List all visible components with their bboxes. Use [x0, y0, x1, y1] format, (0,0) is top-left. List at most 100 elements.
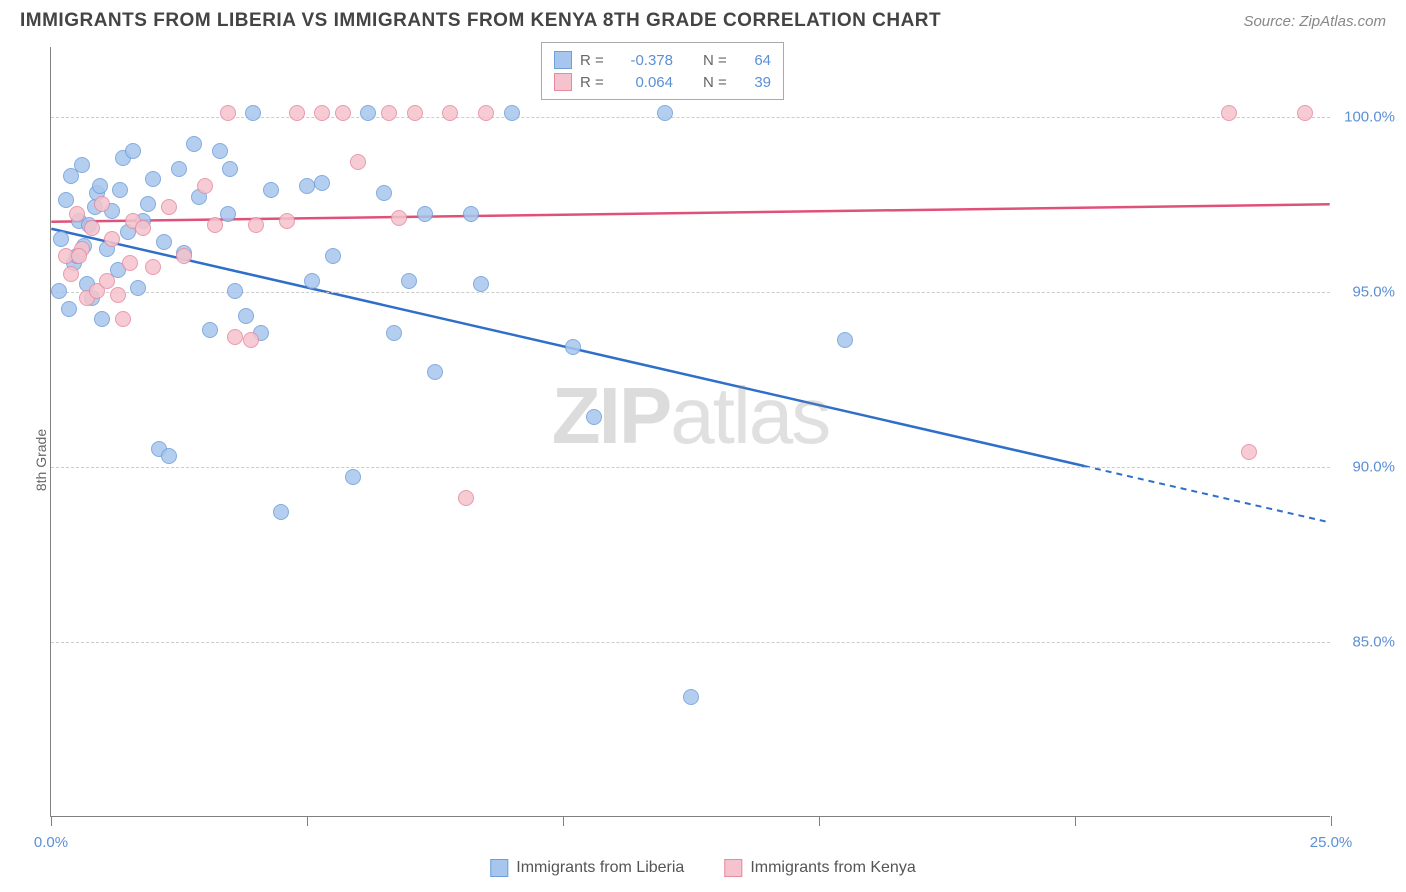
- x-tick: [563, 816, 564, 826]
- chart-title: IMMIGRANTS FROM LIBERIA VS IMMIGRANTS FR…: [20, 10, 941, 32]
- data-point: [202, 322, 218, 338]
- y-tick-label: 90.0%: [1352, 459, 1395, 476]
- data-point: [245, 105, 261, 121]
- data-point: [1221, 105, 1237, 121]
- data-point: [145, 259, 161, 275]
- trend-line: [51, 204, 1329, 221]
- x-tick: [1075, 816, 1076, 826]
- y-tick-label: 100.0%: [1344, 109, 1395, 126]
- data-point: [222, 161, 238, 177]
- data-point: [263, 182, 279, 198]
- data-point: [227, 283, 243, 299]
- data-point: [248, 217, 264, 233]
- data-point: [61, 301, 77, 317]
- legend-swatch: [490, 859, 508, 877]
- data-point: [376, 185, 392, 201]
- data-point: [92, 178, 108, 194]
- y-tick-label: 85.0%: [1352, 634, 1395, 651]
- data-point: [104, 231, 120, 247]
- legend-label: Immigrants from Liberia: [516, 859, 684, 877]
- legend-item: Immigrants from Kenya: [724, 859, 915, 877]
- data-point: [74, 157, 90, 173]
- data-point: [386, 325, 402, 341]
- data-point: [122, 255, 138, 271]
- x-tick: [1331, 816, 1332, 826]
- legend-swatch: [554, 73, 572, 91]
- data-point: [586, 409, 602, 425]
- data-point: [442, 105, 458, 121]
- chart-container: 8th Grade ZIPatlas R = -0.378 N = 64R = 0.06…: [0, 37, 1406, 882]
- legend-item: Immigrants from Liberia: [490, 859, 684, 877]
- data-point: [345, 469, 361, 485]
- data-point: [837, 332, 853, 348]
- gridline: [51, 117, 1330, 118]
- x-tick: [51, 816, 52, 826]
- data-point: [504, 105, 520, 121]
- data-point: [463, 206, 479, 222]
- data-point: [417, 206, 433, 222]
- n-value: 64: [741, 52, 771, 69]
- data-point: [197, 178, 213, 194]
- plot-area: ZIPatlas R =-0.378N =64R =0.064N =39 85.…: [50, 47, 1330, 817]
- data-point: [99, 273, 115, 289]
- data-point: [565, 339, 581, 355]
- data-point: [314, 175, 330, 191]
- gridline: [51, 467, 1330, 468]
- data-point: [161, 199, 177, 215]
- legend-label: Immigrants from Kenya: [750, 859, 915, 877]
- data-point: [279, 213, 295, 229]
- r-value: -0.378: [618, 52, 673, 69]
- watermark-atlas: atlas: [670, 371, 829, 460]
- data-point: [314, 105, 330, 121]
- data-point: [1241, 444, 1257, 460]
- y-tick-label: 95.0%: [1352, 284, 1395, 301]
- x-tick: [307, 816, 308, 826]
- data-point: [657, 105, 673, 121]
- legend-swatch: [554, 51, 572, 69]
- data-point: [110, 287, 126, 303]
- data-point: [176, 248, 192, 264]
- data-point: [304, 273, 320, 289]
- data-point: [156, 234, 172, 250]
- gridline: [51, 642, 1330, 643]
- data-point: [63, 266, 79, 282]
- n-value: 39: [741, 74, 771, 91]
- x-tick-label: 0.0%: [34, 834, 68, 851]
- data-point: [171, 161, 187, 177]
- r-value: 0.064: [618, 74, 673, 91]
- data-point: [69, 206, 85, 222]
- data-point: [243, 332, 259, 348]
- data-point: [360, 105, 376, 121]
- data-point: [220, 105, 236, 121]
- data-point: [220, 206, 236, 222]
- data-point: [125, 143, 141, 159]
- n-label: N =: [703, 74, 733, 91]
- r-label: R =: [580, 52, 610, 69]
- data-point: [207, 217, 223, 233]
- data-point: [71, 248, 87, 264]
- data-point: [115, 311, 131, 327]
- data-point: [135, 220, 151, 236]
- data-point: [212, 143, 228, 159]
- stats-legend: R = -0.378 N = 64R = 0.064 N = 39: [541, 42, 784, 100]
- data-point: [51, 283, 67, 299]
- data-point: [84, 220, 100, 236]
- data-point: [391, 210, 407, 226]
- watermark-zip: ZIP: [552, 371, 670, 460]
- data-point: [458, 490, 474, 506]
- data-point: [53, 231, 69, 247]
- legend-swatch: [724, 859, 742, 877]
- data-point: [161, 448, 177, 464]
- data-point: [478, 105, 494, 121]
- data-point: [94, 196, 110, 212]
- data-point: [401, 273, 417, 289]
- data-point: [94, 311, 110, 327]
- data-point: [427, 364, 443, 380]
- data-point: [238, 308, 254, 324]
- data-point: [289, 105, 305, 121]
- n-label: N =: [703, 52, 733, 69]
- data-point: [112, 182, 128, 198]
- stats-legend-row: R = -0.378 N = 64: [554, 49, 771, 71]
- data-point: [130, 280, 146, 296]
- y-axis-label: 8th Grade: [33, 428, 49, 490]
